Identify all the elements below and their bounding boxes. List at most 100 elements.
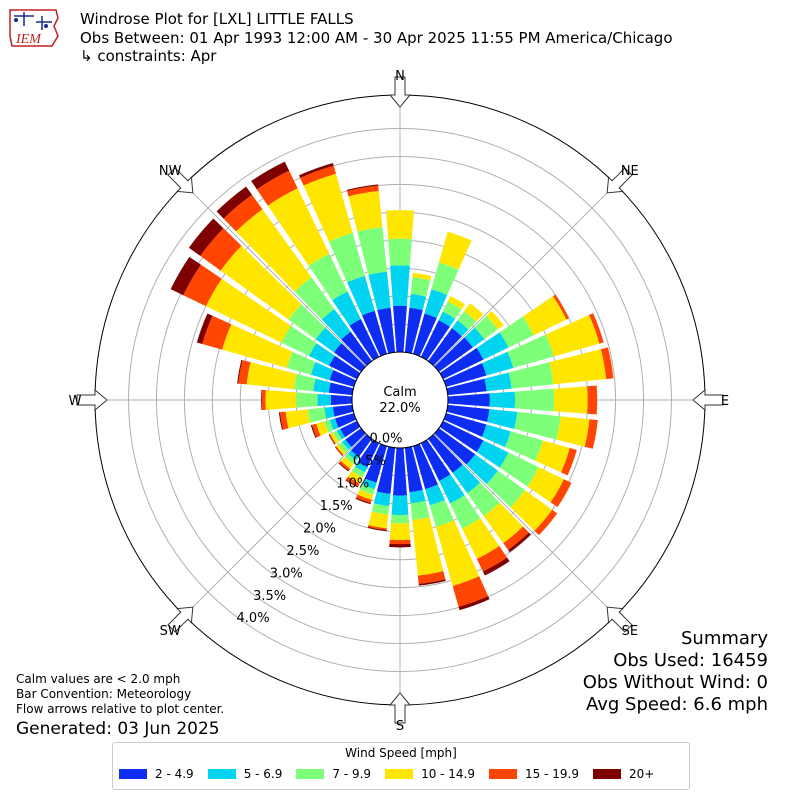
bar-segment (390, 514, 410, 524)
bar-segment (293, 373, 316, 392)
legend-items: 2 - 4.9 5 - 6.9 7 - 9.9 10 - 14.9 15 - 19.9 2… (119, 767, 668, 781)
legend-swatch (296, 769, 325, 779)
bar-segment (391, 495, 409, 516)
bar-segment (447, 393, 490, 407)
bar-segment (340, 456, 354, 469)
bar-segment (486, 470, 526, 508)
bar-segment (552, 294, 569, 320)
bar-segment (368, 511, 389, 529)
calm-note: Calm values are < 2.0 mph (16, 672, 181, 686)
bar-segment (589, 313, 604, 344)
bar-segment (347, 450, 359, 461)
summary-avg-speed: Avg Speed: 6.6 mph (586, 694, 768, 715)
bar-segment (362, 310, 387, 357)
summary-block: Summary Obs Used: 16459 Obs Without Wind… (583, 628, 768, 716)
bar-segment (446, 404, 490, 423)
bar-segment (425, 484, 445, 506)
bar-segment (450, 495, 481, 529)
bar-segment (340, 420, 361, 438)
bar-segment (482, 557, 510, 576)
windrose-bars (170, 161, 614, 611)
bar-segment (310, 424, 317, 438)
flow-arrow-icon (606, 606, 633, 633)
bar-segment (550, 479, 572, 508)
bar-segment (452, 576, 489, 607)
bar-segment (202, 315, 232, 350)
bar-segment (357, 489, 374, 500)
bar-segment (388, 238, 412, 266)
legend-label: 20+ (628, 767, 655, 781)
radial-tick-label: 3.0% (270, 566, 303, 581)
bar-segment (447, 295, 465, 310)
bar-segment (487, 409, 518, 429)
bar-segment (404, 307, 423, 354)
flow-arrow-icon (76, 388, 108, 412)
bar-segment (344, 453, 357, 465)
bar-segment (438, 231, 472, 270)
bar-segment (303, 173, 353, 242)
bar-segment (316, 421, 329, 436)
legend-label: 10 - 14.9 (421, 767, 476, 781)
radial-tick-label: 2.5% (286, 544, 319, 559)
legend-item: 2 - 4.9 (119, 767, 194, 781)
bar-segment (332, 404, 354, 417)
radial-tick-label: 1.0% (336, 476, 369, 491)
bar-segment (313, 378, 331, 393)
bar-segment (196, 313, 213, 345)
bar-segment (435, 520, 480, 586)
bar-segment (439, 420, 484, 453)
bar-segment (338, 441, 349, 453)
calm-label: Calm (383, 385, 416, 400)
bar-segment (220, 245, 302, 320)
bar-segment (377, 307, 396, 354)
bar-segment (334, 446, 343, 457)
bar-segment (434, 428, 476, 465)
direction-label: E (721, 394, 729, 409)
bar-segment (321, 308, 351, 340)
bar-segment (330, 394, 353, 406)
bar-segment (285, 409, 311, 429)
bar-segment (549, 349, 607, 385)
generated-date: Generated: 03 Jun 2025 (16, 719, 220, 739)
bar-segment (507, 334, 554, 368)
bar-segment (429, 499, 455, 527)
bar-segment (336, 428, 346, 440)
bar-segment (329, 355, 361, 380)
legend-swatch (592, 769, 621, 779)
flow-arrow-icon (167, 606, 194, 633)
bar-segment (483, 502, 524, 544)
bar-segment (446, 378, 487, 396)
bar-segment (347, 471, 363, 484)
chart-title: Windrose Plot for [LXL] LITTLE FALLS (80, 10, 354, 28)
legend-label: 2 - 4.9 (155, 767, 194, 781)
bar-segment (410, 500, 430, 521)
bar-segment (183, 264, 222, 307)
bar-segment (279, 411, 289, 430)
bar-segment (389, 539, 411, 545)
bar-segment (260, 389, 262, 411)
bar-segment (308, 253, 348, 301)
bar-segment (466, 454, 498, 485)
radial-tick-label: 0.5% (353, 454, 386, 469)
bar-segment (514, 388, 555, 412)
bar-segment (346, 184, 379, 191)
bar-segment (170, 256, 201, 296)
bar-segment (393, 305, 407, 353)
bar-segment (486, 310, 504, 330)
direction-label: S (396, 719, 404, 734)
bar-segment (386, 210, 414, 240)
bar-segment (514, 411, 561, 440)
bar-segment (329, 370, 357, 387)
legend-label: 15 - 19.9 (525, 767, 579, 781)
bar-segment (355, 497, 371, 505)
bar-segment (442, 301, 462, 319)
bar-segment (256, 170, 298, 206)
bar-segment (267, 188, 330, 266)
bar-segment (315, 327, 342, 353)
bar-segment (499, 452, 539, 487)
bar-segment (457, 311, 477, 330)
bar-segment (474, 315, 498, 340)
bar-segment (489, 391, 516, 409)
bar-segment (364, 443, 387, 483)
